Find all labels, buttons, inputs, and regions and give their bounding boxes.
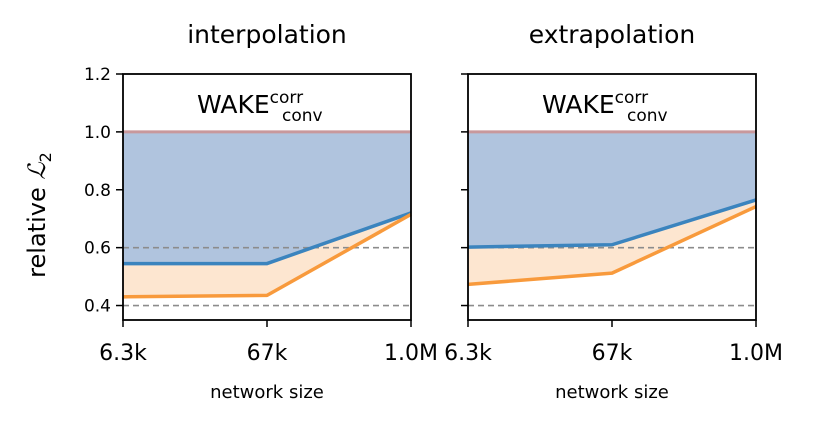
y-tick-label: 1.2 (84, 65, 111, 85)
x-axis-label: network size (210, 382, 324, 403)
y-axis-label-symbol: ℒ (23, 162, 51, 180)
chart-title: extrapolation (529, 20, 695, 49)
annotation-main: WAKE (542, 90, 615, 119)
orange-fill-region (123, 212, 411, 297)
series-line-blue (467, 198, 757, 249)
blue-fill-region (468, 131, 756, 248)
model-annotation: WAKEcorr conv (197, 88, 323, 126)
x-axis-label: network size (555, 382, 669, 403)
annotation-main: WAKE (197, 90, 270, 119)
y-tick-label: 0.4 (84, 297, 111, 317)
annotation-subscript: conv (627, 106, 668, 126)
x-tick-label: 1.0M (384, 341, 438, 366)
x-tick-label: 1.0M (729, 341, 783, 366)
series-line-blue (123, 211, 412, 266)
y-tick-label: 1.0 (84, 123, 111, 143)
panel-2: 6.3k 67k 1.0M extrapolation network size WAKE… (444, 20, 783, 403)
model-annotation: WAKEcorr conv (542, 88, 668, 126)
y-axis-label: relative ℒ2 (23, 152, 55, 278)
y-tick-label: 0.8 (84, 181, 111, 201)
x-tick-label: 67k (592, 341, 633, 366)
orange-fill-region (468, 199, 756, 285)
annotation-superscript: corr (615, 88, 648, 108)
series-line-orange (122, 212, 412, 299)
y-axis-label-subscript: 2 (36, 152, 55, 162)
chart-title: interpolation (187, 20, 347, 49)
y-axis-label-text: relative (23, 180, 51, 278)
blue-fill-region (123, 131, 411, 264)
x-tick-label: 6.3k (99, 341, 147, 366)
panel-1: 0.4 0.6 0.8 1.0 1.2 6.3k 67k 1.0M interpolation n… (84, 20, 438, 403)
y-tick-label: 0.6 (84, 239, 111, 259)
annotation-subscript: conv (282, 106, 323, 126)
x-tick-label: 6.3k (444, 341, 492, 366)
annotation-superscript: corr (270, 88, 303, 108)
x-tick-label: 67k (247, 341, 288, 366)
series-line-orange (467, 204, 757, 287)
